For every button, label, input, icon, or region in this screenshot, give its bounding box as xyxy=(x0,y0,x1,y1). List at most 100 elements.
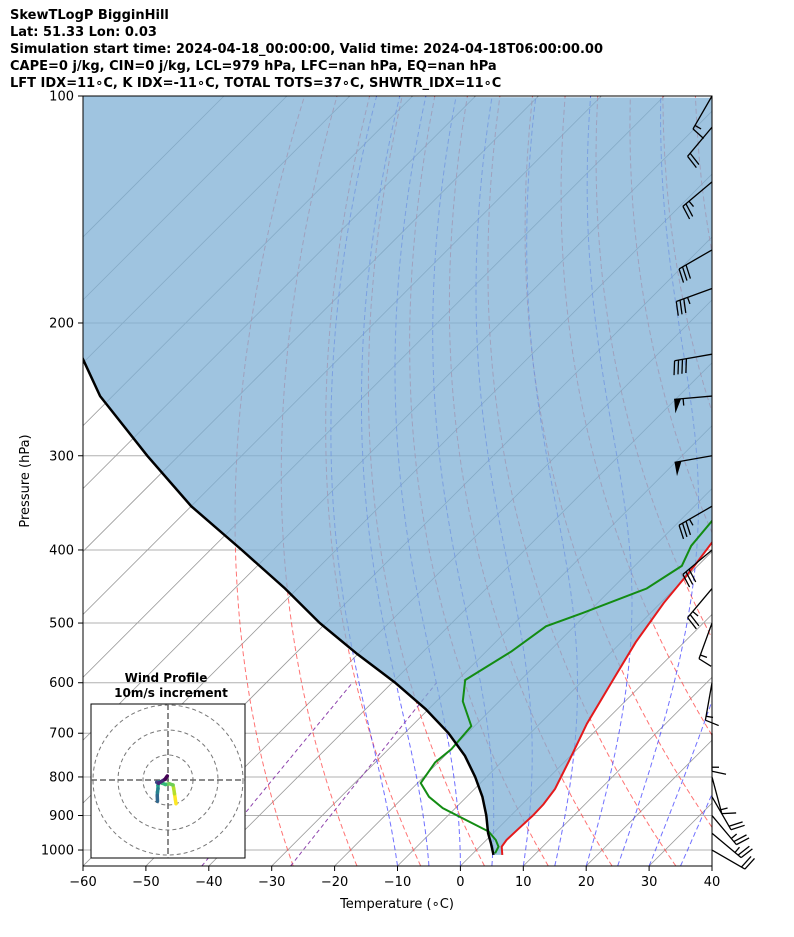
moist-adiabat xyxy=(648,699,712,866)
temperature-line xyxy=(500,540,712,855)
wind-barb xyxy=(678,249,713,283)
isotherm xyxy=(711,865,712,866)
header-title: SkewTLogP BigginHill xyxy=(10,8,169,23)
moist-adiabat xyxy=(617,96,699,866)
wind-barb-full xyxy=(698,658,712,667)
x-tick-label: 40 xyxy=(704,875,721,890)
wind-barb-staff xyxy=(711,815,737,846)
y-tick-label: 1000 xyxy=(41,844,74,859)
wind-barb-staff xyxy=(682,181,713,207)
x-axis-label: Temperature (∘C) xyxy=(339,897,454,912)
moist-adiabat xyxy=(680,793,712,866)
wind-barb-full xyxy=(705,719,719,727)
wind-barb-half xyxy=(720,807,728,811)
wind-barb-full xyxy=(679,300,683,315)
wind-barb-full xyxy=(685,571,694,585)
dry-adiabat xyxy=(761,96,794,866)
wind-barb-full xyxy=(728,821,743,827)
isotherm xyxy=(523,676,712,866)
wind-barbs xyxy=(673,95,755,870)
wind-barb-full xyxy=(721,812,737,815)
wind-barb-full xyxy=(740,848,753,859)
wind-barb-full xyxy=(673,360,676,376)
dewpoint-line xyxy=(419,519,712,854)
wind-barb-full xyxy=(685,358,688,374)
y-tick-label: 900 xyxy=(49,809,74,824)
wind-barb-full xyxy=(677,360,680,375)
y-tick-label: 800 xyxy=(49,770,74,785)
wind-barb-full xyxy=(692,128,705,139)
wind-barb-staff xyxy=(678,505,713,526)
wind-barb-full xyxy=(687,155,697,169)
wind-barb xyxy=(704,682,719,727)
wind-barb xyxy=(673,353,713,376)
wind-barb xyxy=(687,126,713,169)
wind-barb-full xyxy=(683,298,687,314)
wind-barb xyxy=(711,815,750,846)
y-tick-label: 600 xyxy=(49,676,74,691)
wind-barb xyxy=(674,395,713,414)
x-tick-label: 20 xyxy=(578,875,595,890)
wind-barb xyxy=(711,832,753,859)
wind-barb-full xyxy=(688,568,697,583)
wind-barb-half xyxy=(692,611,699,617)
header-indices-2: LFT IDX=11∘C, K IDX=-11∘C, TOTAL TOTS=37… xyxy=(10,76,502,91)
wind-barb-full xyxy=(685,264,692,279)
y-tick-label: 300 xyxy=(49,449,74,464)
wind-barb-half xyxy=(694,124,702,130)
wind-barb-staff xyxy=(674,455,713,463)
x-tick-label: −20 xyxy=(321,875,348,890)
parcel-line xyxy=(83,356,495,856)
wind-barb xyxy=(678,505,713,540)
wind-barb-full xyxy=(675,301,679,316)
wind-barb-full xyxy=(685,521,692,536)
wind-barb-half xyxy=(686,297,691,305)
wind-barb-half xyxy=(700,654,708,658)
wind-barb-full xyxy=(678,268,685,283)
wind-barb-staff xyxy=(692,95,713,130)
cape-shading xyxy=(83,96,712,855)
wind-barb-staff xyxy=(711,776,723,814)
x-axis: −60 −50 −40 −30 −20 −10 0 10 20 30 40 xyxy=(69,866,720,890)
wind-barb-half xyxy=(705,715,714,719)
wind-barb-full xyxy=(730,824,745,831)
wind-barb xyxy=(711,733,727,775)
x-tick-label: −50 xyxy=(132,875,159,890)
wind-barb-full xyxy=(711,770,727,775)
x-tick-label: 30 xyxy=(641,875,658,890)
wind-barb-staff xyxy=(682,549,713,575)
wind-barb xyxy=(698,622,713,667)
y-tick-label: 200 xyxy=(49,316,74,331)
header-indices-1: CAPE=0 j/kg, CIN=0 j/kg, LCL=979 hPa, LF… xyxy=(10,59,497,74)
wind-barb xyxy=(682,549,713,588)
wind-barb-full xyxy=(687,617,697,630)
wind-barb-half xyxy=(734,846,740,853)
y-tick-label: 100 xyxy=(49,90,74,105)
wind-barb-full xyxy=(733,834,747,843)
wind-barb-full xyxy=(736,837,750,846)
chart-header: SkewTLogP BigginHill Lat: 51.33 Lon: 0.0… xyxy=(10,7,603,92)
x-tick-label: 10 xyxy=(515,875,532,890)
wind-barb-full xyxy=(685,203,694,217)
wind-barb-half xyxy=(730,833,738,839)
wind-barb xyxy=(674,455,713,477)
y-tick-label: 500 xyxy=(49,617,74,632)
x-tick-label: −40 xyxy=(195,875,222,890)
wind-barb xyxy=(692,95,713,139)
x-tick-label: 0 xyxy=(456,875,464,890)
wind-barb xyxy=(687,588,713,630)
mixing-ratio-line xyxy=(290,682,437,866)
wind-barb-staff xyxy=(711,832,742,859)
wind-barb-flag xyxy=(674,461,682,477)
wind-barb-full xyxy=(681,523,688,538)
x-tick-label: −30 xyxy=(258,875,285,890)
wind-barb-full xyxy=(744,857,755,870)
wind-barb-full xyxy=(678,525,685,540)
wind-barb-staff xyxy=(687,588,713,619)
y-tick-label: 700 xyxy=(49,727,74,742)
wind-barb-full xyxy=(689,614,700,627)
x-tick-label: −10 xyxy=(384,875,411,890)
hodograph-inset: Wind Profile 10m/s increment xyxy=(90,671,246,859)
y-tick-label: 400 xyxy=(49,543,74,558)
